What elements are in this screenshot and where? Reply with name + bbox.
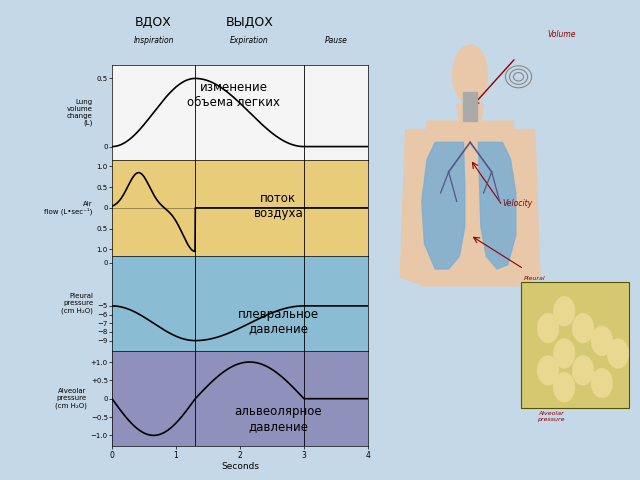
Polygon shape xyxy=(422,142,465,269)
Text: Pause: Pause xyxy=(324,36,348,45)
Ellipse shape xyxy=(607,339,628,368)
Text: ВЫДОХ: ВЫДОХ xyxy=(226,16,273,29)
Text: изменение
объема легких: изменение объема легких xyxy=(187,81,280,109)
Polygon shape xyxy=(400,130,433,286)
Y-axis label: Pleural
pressure
(cm H₂O): Pleural pressure (cm H₂O) xyxy=(61,293,93,313)
Ellipse shape xyxy=(554,372,575,402)
Polygon shape xyxy=(422,121,518,286)
Text: Expiration: Expiration xyxy=(230,36,269,45)
Ellipse shape xyxy=(554,297,575,326)
X-axis label: Seconds: Seconds xyxy=(221,462,259,471)
Ellipse shape xyxy=(538,356,559,385)
Ellipse shape xyxy=(591,326,612,356)
Text: Volume: Volume xyxy=(547,30,576,39)
Polygon shape xyxy=(478,142,516,269)
Ellipse shape xyxy=(591,368,612,398)
Polygon shape xyxy=(508,130,540,286)
Text: Alveolar
pressure: Alveolar pressure xyxy=(537,411,564,422)
Text: альвеолярное
давление: альвеолярное давление xyxy=(235,405,322,433)
Text: плевральное
давление: плевральное давление xyxy=(238,308,319,336)
Y-axis label: Alveolar
pressure
(cm H₂O): Alveolar pressure (cm H₂O) xyxy=(54,388,86,409)
Ellipse shape xyxy=(554,339,575,368)
Text: Pleural
pressure: Pleural pressure xyxy=(524,276,552,287)
Text: Velocity: Velocity xyxy=(502,199,532,208)
Text: ВДОХ: ВДОХ xyxy=(135,16,172,29)
Y-axis label: Lung
volume
change
(L): Lung volume change (L) xyxy=(67,99,93,126)
Y-axis label: Air
flow (L•sec⁻¹): Air flow (L•sec⁻¹) xyxy=(44,201,92,215)
Polygon shape xyxy=(457,104,484,121)
Text: поток
воздуха: поток воздуха xyxy=(253,192,303,220)
FancyBboxPatch shape xyxy=(521,282,628,408)
Ellipse shape xyxy=(572,313,594,343)
Ellipse shape xyxy=(572,356,594,385)
Ellipse shape xyxy=(452,45,488,104)
Bar xyxy=(463,92,477,121)
Text: Inspiration: Inspiration xyxy=(133,36,174,45)
Ellipse shape xyxy=(538,313,559,343)
